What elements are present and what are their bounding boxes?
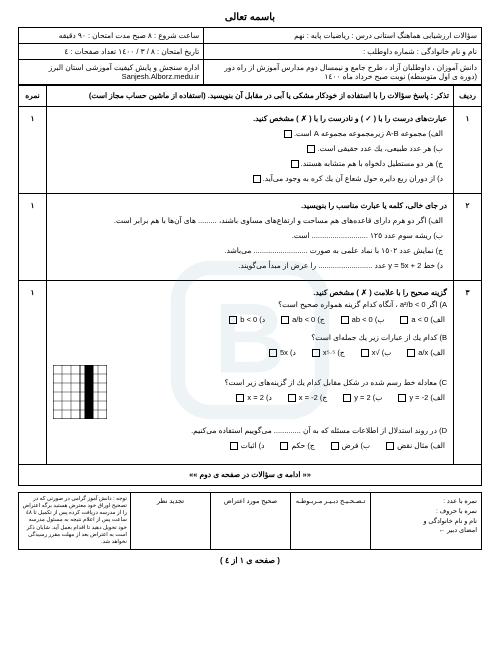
q3A-o1: الف) a < 0 [411, 314, 445, 326]
footer-r-l2: نمره با حروف : [375, 507, 477, 517]
q3B-o3-box[interactable] [312, 349, 320, 357]
q3-num: ٣ [454, 281, 482, 465]
q3C-o3-box[interactable] [288, 394, 296, 402]
q1-c-box[interactable] [291, 160, 299, 168]
continue: «« ادامه ی سؤالات در صفحه ی دوم »» [19, 465, 482, 486]
q3B-o2: ب) √x [372, 347, 392, 359]
q3B-text: B) كدام يك از عبارات زير يك جمله‌ای است؟ [53, 332, 447, 344]
q3D-o1-box[interactable] [386, 442, 394, 450]
q2-num: ٢ [454, 194, 482, 281]
footer-r-l3: نام و نام خانوادگی و [375, 517, 477, 527]
q3A-o1-box[interactable] [400, 316, 408, 324]
q2-score: ١ [19, 194, 47, 281]
q1-c: ج) هر دو مستطيل دلخواه با هم متشابه هستن… [301, 159, 443, 168]
q1-b-box[interactable] [307, 145, 315, 153]
q3C-o1-box[interactable] [398, 394, 406, 402]
page-number: ( صفحه ی ١ از ٤ ) [18, 556, 482, 565]
q2-a: الف) اگر دو هرم دارای قاعده‌های هم مساحت… [53, 215, 443, 227]
q3C-chart [53, 365, 107, 419]
q1-score: ١ [19, 107, 47, 194]
q2-body: در جای خالی، كلمه يا عبارت مناسب را بنوي… [47, 194, 454, 281]
q3B-o4-box[interactable] [269, 349, 277, 357]
bismillah: باسمه تعالی [18, 12, 482, 23]
q3D-o4: د) اثبات [241, 440, 265, 452]
footer-r-l4: امضای دبير ← [375, 526, 477, 536]
q1-body: عبارت‌های درست را با ( ✓ ) و نادرست را ب… [47, 107, 454, 194]
q1-b: ب) هر عدد طبيعی، يك عدد حقيقی است. [318, 144, 444, 153]
footer-right: نمره با عدد : نمره با حروف : نام و نام خ… [370, 493, 481, 549]
q3A-o3-box[interactable] [281, 316, 289, 324]
q3B-o3: ج) x⁵·⁵ [323, 347, 345, 359]
header-right-2: نام و نام خانوادگی : شماره داوطلب : [204, 44, 482, 60]
q3C-o4: د) x = 2 [247, 392, 271, 404]
col-nomreh: نمره [19, 86, 47, 107]
footer-c3: تجديد نظر [130, 493, 210, 549]
q3C-o2-box[interactable] [343, 394, 351, 402]
q3B-o1: الف) a/x [418, 347, 445, 359]
q3D-o3: ج) حكم [291, 440, 314, 452]
q1-d-box[interactable] [253, 175, 261, 183]
q3D-text: D) در روند استدلال از اطلاعات مسئله كه ب… [53, 425, 447, 437]
header-left-2: تاريخ امتحان : ٨ / ٣ / ١٤٠٠ تعداد صفحات … [19, 44, 204, 60]
q3C-o2: ب) y = 2 [354, 392, 382, 404]
q3A-o2-box[interactable] [341, 316, 349, 324]
q3-stem: گزينه صحيح را با علامت ( ✗ ) مشخص كنيد. [53, 287, 447, 299]
footer: نمره با عدد : نمره با حروف : نام و نام خ… [18, 492, 482, 550]
note: تذكر : پاسخ سؤالات را با استفاده از خودك… [47, 86, 454, 107]
q3D-o3-box[interactable] [280, 442, 288, 450]
q3A-text: A) اگر a²/b < 0 ، آنگاه كدام گزينه هموار… [53, 299, 447, 311]
col-radif: رديف [454, 86, 482, 107]
q3C-o4-box[interactable] [236, 394, 244, 402]
q3D-o2: ب) فرض [342, 440, 370, 452]
footer-left: توجه : دانش آموز گرامی در صورتی كه در تص… [19, 493, 130, 549]
q1-a: الف) مجموعه A-B زيرمجموعه مجموعه A است. [294, 129, 443, 138]
q3A-o4-box[interactable] [229, 316, 237, 324]
q3D-o4-box[interactable] [230, 442, 238, 450]
q1-a-box[interactable] [284, 130, 292, 138]
q1-stem: عبارت‌های درست را با ( ✓ ) و نادرست را ب… [53, 113, 447, 125]
main-table: رديف تذكر : پاسخ سؤالات را با استفاده از… [18, 85, 482, 486]
footer-c2: صحيح مورد اعتراض [210, 493, 290, 549]
q1-num: ١ [454, 107, 482, 194]
header-right-1: سؤالات ارزشيابی هماهنگ استانی درس : رياض… [204, 28, 482, 44]
q3D-o2-box[interactable] [331, 442, 339, 450]
q3-score: ١ [19, 281, 47, 465]
header-right-3: دانش آموزان ، داوطلبان آزاد ، طرح جامع و… [204, 60, 482, 85]
q3C-text: C) معادله خط رسم شده در شكل مقابل كدام ي… [115, 377, 447, 389]
q3C-o1: الف) y = -2 [409, 392, 445, 404]
q3C-o3: ج) x = -2 [299, 392, 327, 404]
q3D-o1: الف) مثال نقض [397, 440, 445, 452]
q3B-o4: د) 5x [280, 347, 296, 359]
q3A-o3: ج) a/b < 0 [292, 314, 325, 326]
header-table: سؤالات ارزشيابی هماهنگ استانی درس : رياض… [18, 27, 482, 85]
q3B-o2-box[interactable] [361, 349, 369, 357]
q2-d: د) خط y = 5x + 2 عدد ...................… [53, 260, 443, 272]
footer-r-l1: نمره با عدد : [375, 497, 477, 507]
q3B-o1-box[interactable] [407, 349, 415, 357]
header-left-3: اداره سنجش و پايش كيفيت آموزشی استان الب… [19, 60, 204, 85]
footer-c1: تـصـحـيـح دبـيـر مـربـوطـه [290, 493, 370, 549]
q2-c: ج) نمايش عدد ١٥٠٢ با نماد علمی به صورت .… [53, 245, 443, 257]
q2-b: ب) ريشه سوم عدد ١٢٥ ....................… [53, 230, 443, 242]
q3A-o2: ب) ab < 0 [352, 314, 385, 326]
header-left-1: ساعت شروع : ٨ صبح مدت امتحان : ٩٠ دقيقه [19, 28, 204, 44]
q3A-o4: د) b < 0 [240, 314, 265, 326]
q1-d: د) از دوران ربع دايره حول شعاع آن يك كره… [263, 174, 443, 183]
q2-stem: در جای خالی، كلمه يا عبارت مناسب را بنوي… [53, 200, 447, 212]
q3-body: گزينه صحيح را با علامت ( ✗ ) مشخص كنيد. … [47, 281, 454, 465]
